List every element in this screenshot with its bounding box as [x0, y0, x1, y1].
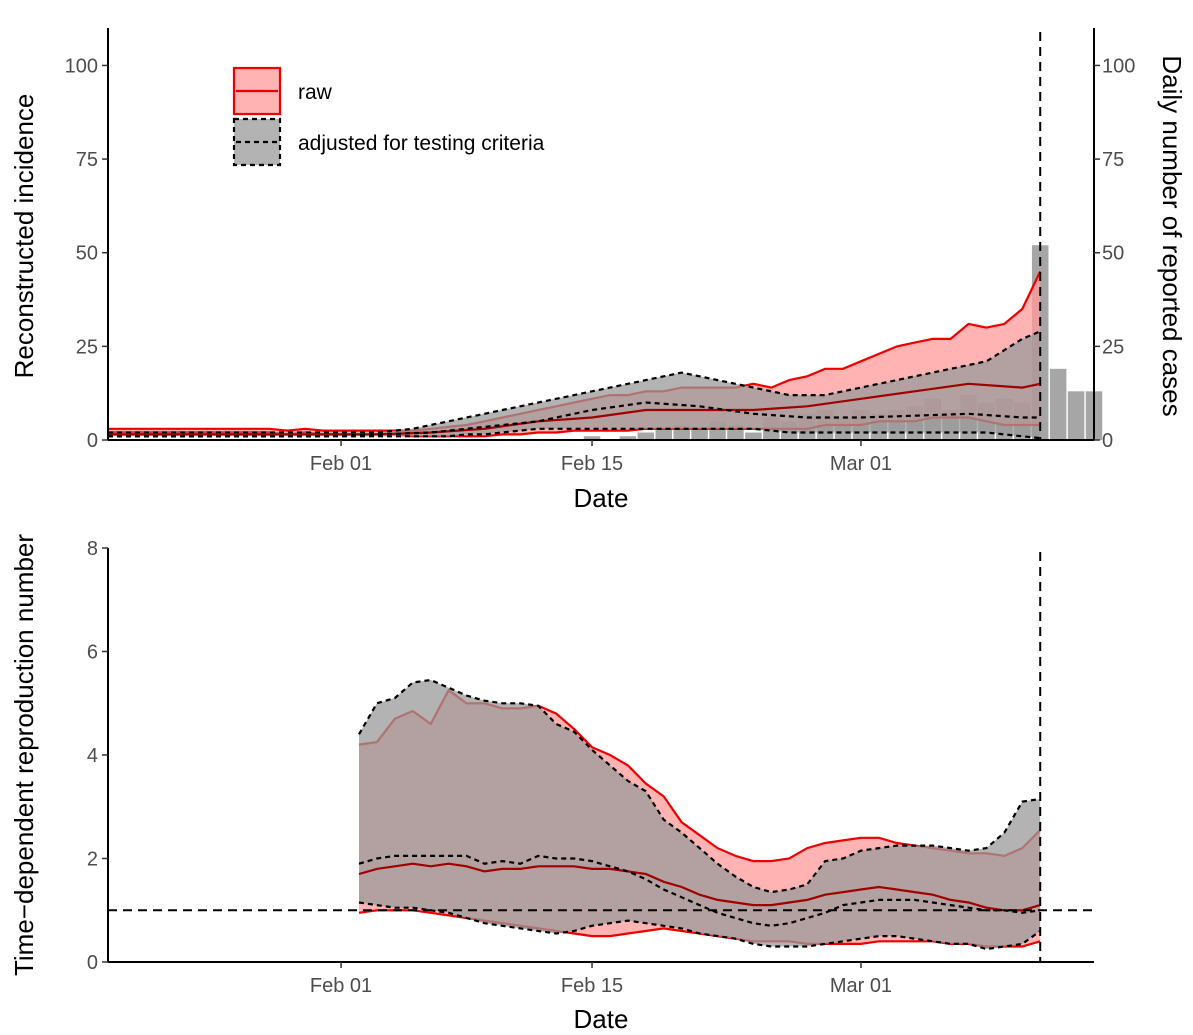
reproduction-axes: 0 2 4 6 8 Feb 01 Feb 15 Mar 01 [87, 538, 1094, 997]
y-tick-label-3: 6 [87, 642, 98, 664]
x-tick-label-2: Mar 01 [830, 975, 892, 997]
x-tick-label-1: Feb 15 [561, 975, 623, 997]
reported-cases-bar-25 [1049, 368, 1067, 440]
x-tick-label-1: Feb 15 [561, 453, 623, 475]
y-tick-label-4: 8 [87, 538, 98, 560]
incidence-x-axis-title: Date [574, 483, 629, 513]
band-lower-line-1 [358, 901, 1041, 951]
incidence-y-axis-title: Reconstructed incidence [9, 94, 39, 379]
y2-tick-label-1: 25 [1102, 336, 1124, 358]
reported-cases-bar-26 [1067, 391, 1085, 440]
reproduction-number-panel: 0 2 4 6 8 Feb 01 Feb 15 Mar 01 Time−dependent r… [9, 534, 1094, 1034]
legend-label-adjusted: adjusted for testing criteria [298, 132, 545, 155]
y-tick-label-0: 0 [87, 430, 98, 452]
band-fill-0 [108, 271, 1041, 437]
reproduction-credible-bands [358, 678, 1041, 951]
reported-cases-bar-5 [691, 428, 708, 440]
y-tick-label-3: 75 [76, 149, 98, 171]
reproduction-y-axis-title: Time−dependent reproduction number [9, 534, 39, 976]
incidence-median-lines [108, 382, 1041, 438]
reported-cases-y-axis-title: Daily number of reported cases [1157, 55, 1187, 416]
band-upper-line-1 [358, 678, 1041, 894]
y2-tick-label-4: 100 [1102, 55, 1135, 77]
band-lower-line-1 [108, 427, 1041, 440]
legend-label-raw: raw [298, 81, 333, 104]
median-line-0 [358, 862, 1041, 912]
reported-cases-bar-0 [583, 436, 601, 440]
incidence-credible-bands [108, 271, 1042, 440]
band-upper-line-1 [108, 330, 1041, 434]
x-tick-label-0: Feb 01 [310, 975, 372, 997]
y2-tick-label-3: 75 [1102, 149, 1124, 171]
median-line-1 [358, 854, 1041, 927]
reported-cases-bar-2 [637, 432, 655, 440]
y-tick-label-2: 50 [76, 243, 98, 265]
legend: raw adjusted for testing criteria [232, 66, 545, 167]
reported-cases-bar-8 [745, 432, 762, 440]
y-tick-label-4: 100 [65, 55, 98, 77]
reported-cases-bar-1 [619, 436, 637, 440]
reproduction-reference-lines [108, 552, 1094, 962]
x-tick-label-0: Feb 01 [310, 453, 372, 475]
y-tick-label-1: 2 [87, 849, 98, 871]
reported-cases-bar-3 [655, 428, 672, 440]
incidence-axes: 0 25 50 75 100 0 25 50 75 100 Feb 01 Feb 15 Mar 01 [65, 28, 1135, 475]
x-tick-label-2: Mar 01 [830, 453, 892, 475]
band-fill-1 [108, 331, 1041, 439]
y2-tick-label-0: 0 [1102, 430, 1113, 452]
median-line-1 [108, 401, 1041, 438]
y-tick-label-1: 25 [76, 336, 98, 358]
reproduction-x-axis-title: Date [574, 1004, 629, 1034]
reproduction-median-lines [358, 854, 1041, 927]
median-line-0 [108, 382, 1041, 436]
y2-tick-label-2: 50 [1102, 243, 1124, 265]
y-tick-label-0: 0 [87, 952, 98, 974]
band-fill-1 [359, 680, 1041, 950]
incidence-panel: 0 25 50 75 100 0 25 50 75 100 Feb 01 Feb 15 Mar 01 R… [9, 28, 1187, 513]
y-tick-label-2: 4 [87, 745, 98, 767]
